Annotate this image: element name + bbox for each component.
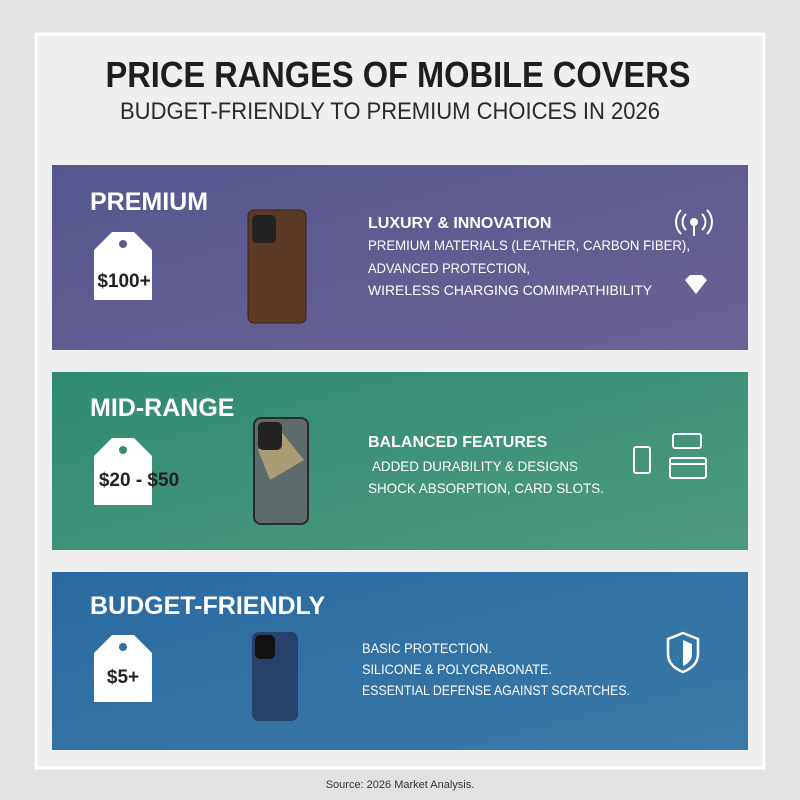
subtitle: BUDGET-FRIENDLY TO PREMIUM CHOICES IN 20… bbox=[120, 98, 660, 125]
diamond-icon bbox=[685, 275, 707, 294]
shield-fill bbox=[683, 640, 692, 666]
feature-line: BASIC PROTECTION. bbox=[362, 640, 492, 656]
camera bbox=[252, 215, 276, 243]
title: PRICE RANGES OF MOBILE COVERS bbox=[106, 54, 691, 95]
feature-line: ESSENTIAL DEFENSE AGAINST SCRATCHES. bbox=[362, 682, 630, 698]
wireless-icon bbox=[675, 209, 713, 236]
feature-line: ADDED DURABILITY & DESIGNS bbox=[372, 458, 578, 474]
feature-heading: LUXURY & INNOVATION bbox=[368, 215, 551, 232]
tag-hole bbox=[119, 240, 127, 248]
tier-name: MID-RANGE bbox=[90, 394, 234, 422]
feature-heading: BALANCED FEATURES bbox=[368, 434, 548, 451]
feature-line: ADVANCED PROTECTION, bbox=[368, 260, 530, 276]
price: $5+ bbox=[107, 667, 139, 688]
feature-line: PREMIUM MATERIALS (LEATHER, CARBON FIBER… bbox=[368, 237, 690, 253]
price: $100+ bbox=[97, 271, 150, 292]
panel bbox=[52, 165, 748, 350]
shield-icon bbox=[666, 631, 700, 674]
feature-line: WIRELESS CHARGING COMIMPATHIBILITY bbox=[368, 282, 653, 298]
tier-name: PREMIUM bbox=[90, 188, 208, 216]
source: Source: 2026 Market Analysis. bbox=[326, 779, 475, 791]
price-tag bbox=[94, 232, 152, 300]
panel bbox=[52, 372, 748, 550]
camera bbox=[255, 635, 275, 659]
camera bbox=[258, 422, 282, 450]
battery-icons bbox=[633, 433, 707, 479]
feature-line: SILICONE & POLYCRABONATE. bbox=[362, 661, 552, 677]
tag-hole bbox=[119, 643, 127, 651]
price-tag bbox=[94, 438, 152, 505]
feature-line: SHOCK ABSORPTION, CARD SLOTS. bbox=[368, 480, 604, 496]
price-tag bbox=[94, 635, 152, 702]
price: $20 - $50 bbox=[99, 470, 179, 491]
panel bbox=[52, 572, 748, 750]
tag-hole bbox=[119, 446, 127, 454]
tier-name: BUDGET-FRIENDLY bbox=[90, 592, 326, 620]
